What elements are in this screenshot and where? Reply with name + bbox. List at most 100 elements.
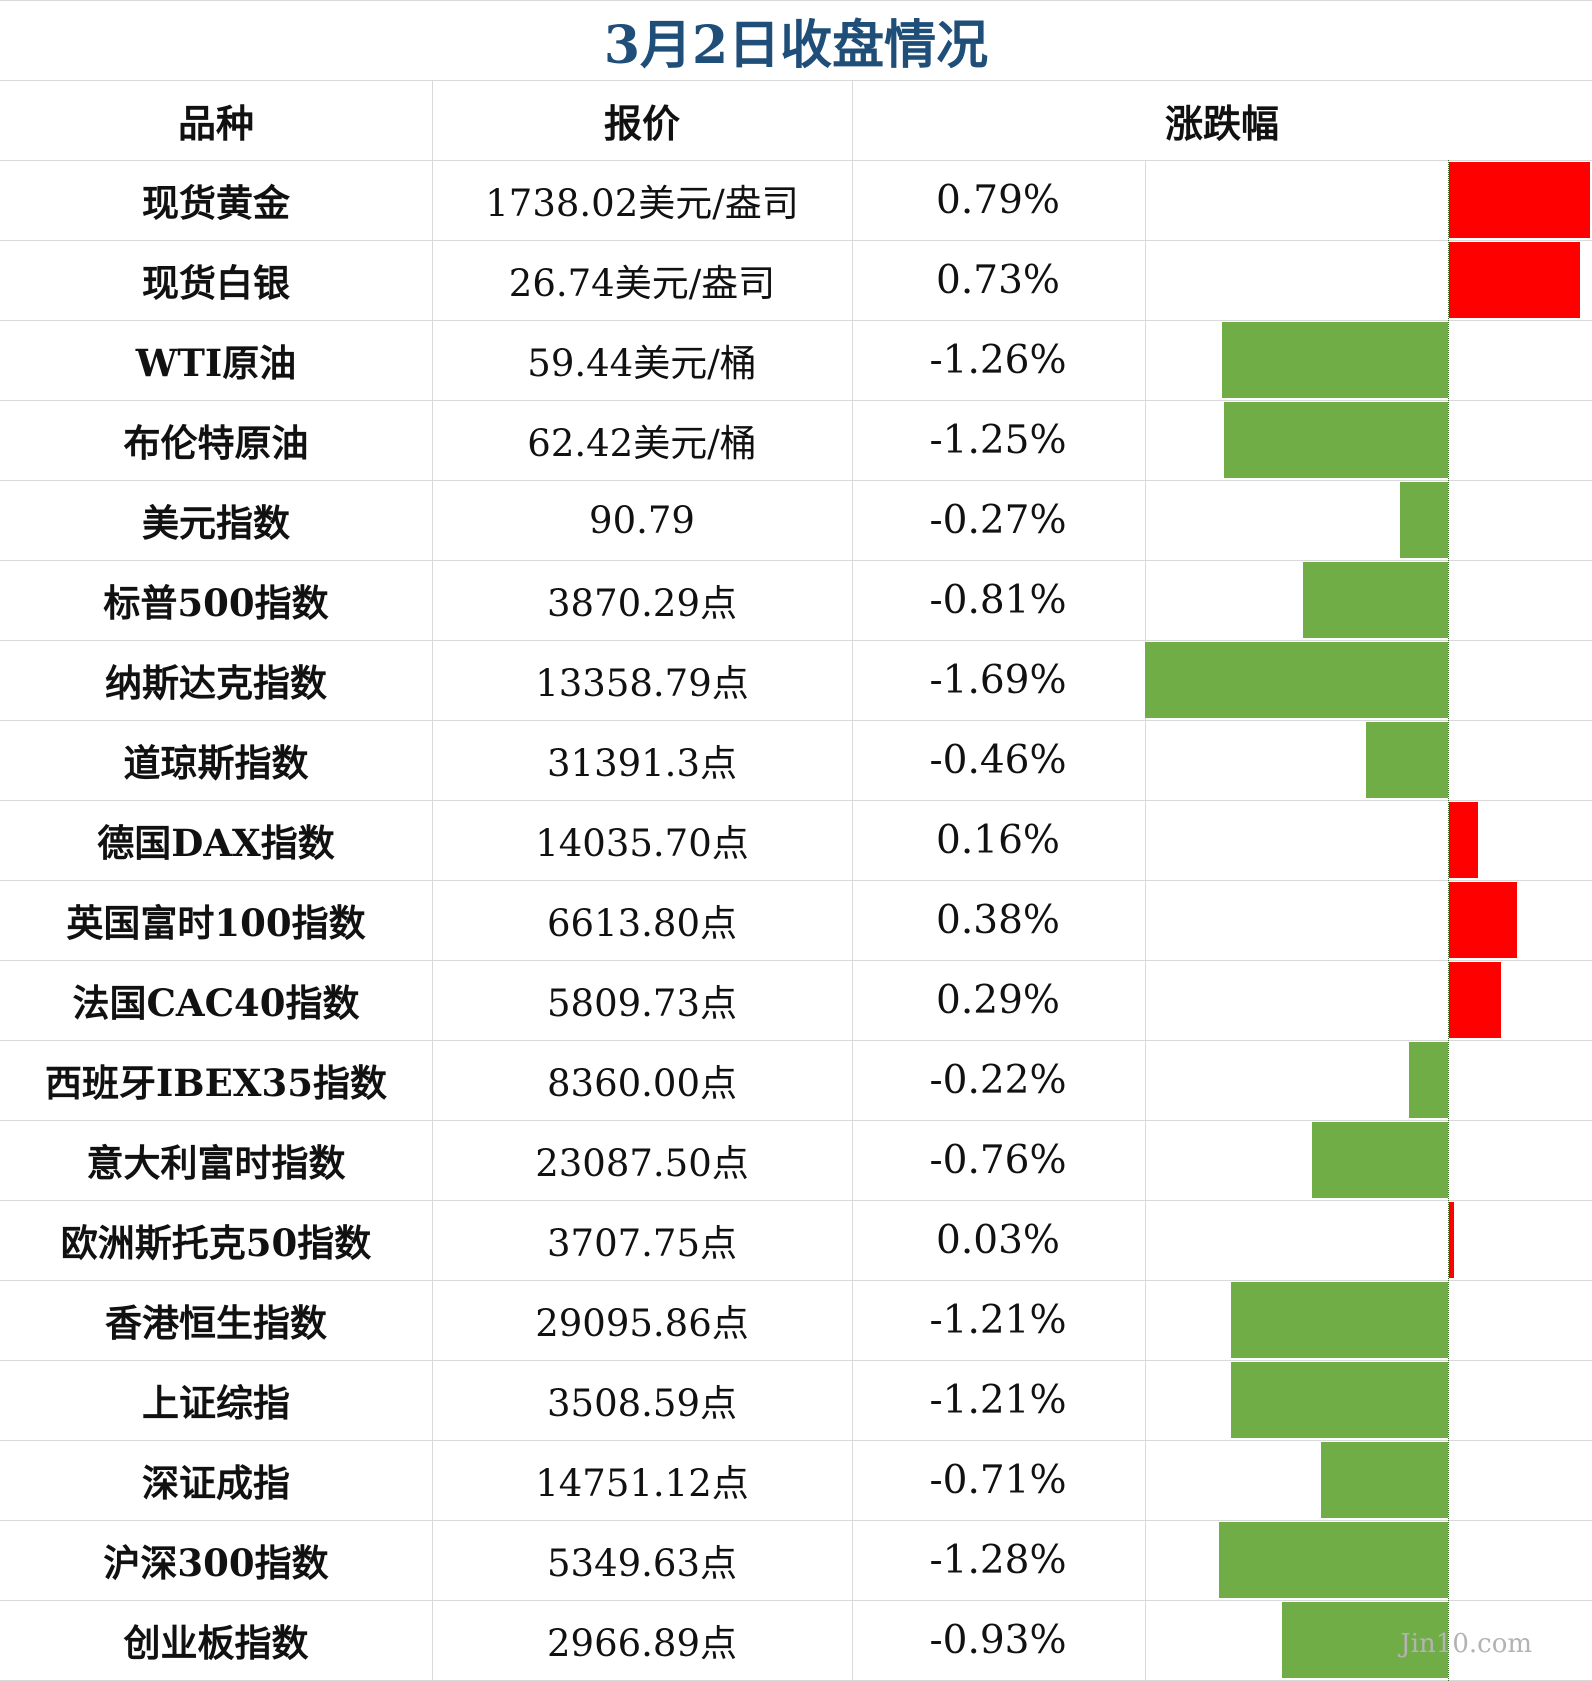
row-name: 欧洲斯托克50指数 <box>60 1221 372 1265</box>
row-name: 英国富时100指数 <box>66 901 366 945</box>
row-price: 59.44美元/桶 <box>527 342 757 385</box>
grid-hline <box>0 1280 1592 1281</box>
row-price: 14035.70点 <box>535 822 749 865</box>
grid-hline <box>0 800 1592 801</box>
row-price: 3707.75点 <box>546 1222 737 1265</box>
row-price: 2966.89点 <box>546 1622 737 1665</box>
grid-hline <box>0 880 1592 881</box>
row-price: 8360.00点 <box>546 1062 737 1105</box>
change-bar <box>1449 162 1591 238</box>
grid-hline <box>0 1120 1592 1121</box>
change-bar <box>1231 1362 1448 1438</box>
row-name: WTI原油 <box>135 341 297 385</box>
row-name: 德国DAX指数 <box>97 821 335 865</box>
row-name: 沪深300指数 <box>103 1541 329 1585</box>
change-bar <box>1449 962 1501 1038</box>
row-price: 3508.59点 <box>546 1382 737 1425</box>
change-bar <box>1408 1042 1448 1118</box>
grid-hline <box>0 0 1592 1</box>
row-price: 6613.80点 <box>546 902 737 945</box>
row-change: 0.38% <box>936 897 1060 943</box>
grid-hline <box>0 720 1592 721</box>
grid-vline <box>432 80 433 1681</box>
grid-hline <box>0 80 1592 81</box>
change-bar <box>1449 882 1518 958</box>
change-bar <box>1303 562 1448 638</box>
row-price: 14751.12点 <box>535 1462 749 1505</box>
change-bar <box>1224 402 1448 478</box>
row-change: -0.76% <box>929 1137 1067 1183</box>
row-change: -0.46% <box>929 737 1067 783</box>
row-change: -0.71% <box>929 1457 1067 1503</box>
row-name: 意大利富时指数 <box>86 1141 346 1185</box>
row-name: 标普500指数 <box>103 581 329 625</box>
grid-hline <box>0 1360 1592 1361</box>
row-change: -0.27% <box>929 497 1067 543</box>
row-name: 现货黄金 <box>142 181 290 225</box>
watermark: Jin10.com <box>1400 1629 1532 1659</box>
row-change: -1.69% <box>929 657 1067 703</box>
grid-hline <box>0 1600 1592 1601</box>
grid-hline <box>0 240 1592 241</box>
row-name: 纳斯达克指数 <box>105 661 327 705</box>
grid-hline <box>0 560 1592 561</box>
grid-hline <box>0 1440 1592 1441</box>
row-change: 0.29% <box>936 977 1060 1023</box>
header-price: 报价 <box>603 100 680 146</box>
row-name: 西班牙IBEX35指数 <box>45 1061 387 1105</box>
row-change: -1.28% <box>929 1537 1067 1583</box>
change-bar <box>1449 1202 1455 1278</box>
change-bar <box>1449 242 1580 318</box>
grid-vline <box>852 80 853 1681</box>
row-change: -1.21% <box>929 1297 1067 1343</box>
change-bar <box>1399 482 1448 558</box>
row-change: -0.81% <box>929 577 1067 623</box>
row-change: 0.16% <box>936 817 1060 863</box>
row-price: 26.74美元/盎司 <box>508 262 776 305</box>
row-change: 0.73% <box>936 257 1060 303</box>
row-name: 深证成指 <box>142 1461 290 1505</box>
grid-hline <box>0 960 1592 961</box>
grid-hline <box>0 400 1592 401</box>
row-change: -1.26% <box>929 337 1067 383</box>
row-price: 29095.86点 <box>535 1302 749 1345</box>
row-name: 现货白银 <box>142 261 290 305</box>
grid-hline <box>0 640 1592 641</box>
row-name: 创业板指数 <box>123 1621 309 1665</box>
row-change: -0.93% <box>929 1617 1067 1663</box>
row-change: -1.25% <box>929 417 1067 463</box>
row-change: -1.21% <box>929 1377 1067 1423</box>
row-price: 1738.02美元/盎司 <box>485 182 799 225</box>
change-bar <box>1222 322 1448 398</box>
grid-hline <box>0 320 1592 321</box>
row-change: 0.03% <box>936 1217 1060 1263</box>
row-price: 31391.3点 <box>546 742 737 785</box>
row-name: 布伦特原油 <box>123 421 309 465</box>
grid-vline <box>1145 160 1146 1681</box>
row-price: 23087.50点 <box>535 1142 749 1185</box>
change-bar <box>1218 1522 1448 1598</box>
row-change: 0.79% <box>936 177 1060 223</box>
row-name: 美元指数 <box>142 501 290 545</box>
header-change: 涨跌幅 <box>1164 100 1279 146</box>
change-bar <box>1320 1442 1448 1518</box>
row-price: 13358.79点 <box>535 662 749 705</box>
row-price: 3870.29点 <box>546 582 737 625</box>
change-bar <box>1145 642 1448 718</box>
zero-axis-line <box>1448 160 1449 1681</box>
row-price: 62.42美元/桶 <box>527 422 757 465</box>
row-price: 90.79 <box>589 498 695 542</box>
grid-hline <box>0 160 1592 161</box>
page-title: 3月2日收盘情况 <box>603 14 989 76</box>
grid-hline <box>0 1040 1592 1041</box>
grid-hline <box>0 1200 1592 1201</box>
row-change: -0.22% <box>929 1057 1067 1103</box>
change-bar <box>1231 1282 1448 1358</box>
row-price: 5349.63点 <box>546 1542 737 1585</box>
header-name: 品种 <box>177 100 254 146</box>
row-price: 5809.73点 <box>546 982 737 1025</box>
grid-hline <box>0 1520 1592 1521</box>
row-name: 香港恒生指数 <box>105 1301 327 1345</box>
row-name: 上证综指 <box>142 1381 290 1425</box>
